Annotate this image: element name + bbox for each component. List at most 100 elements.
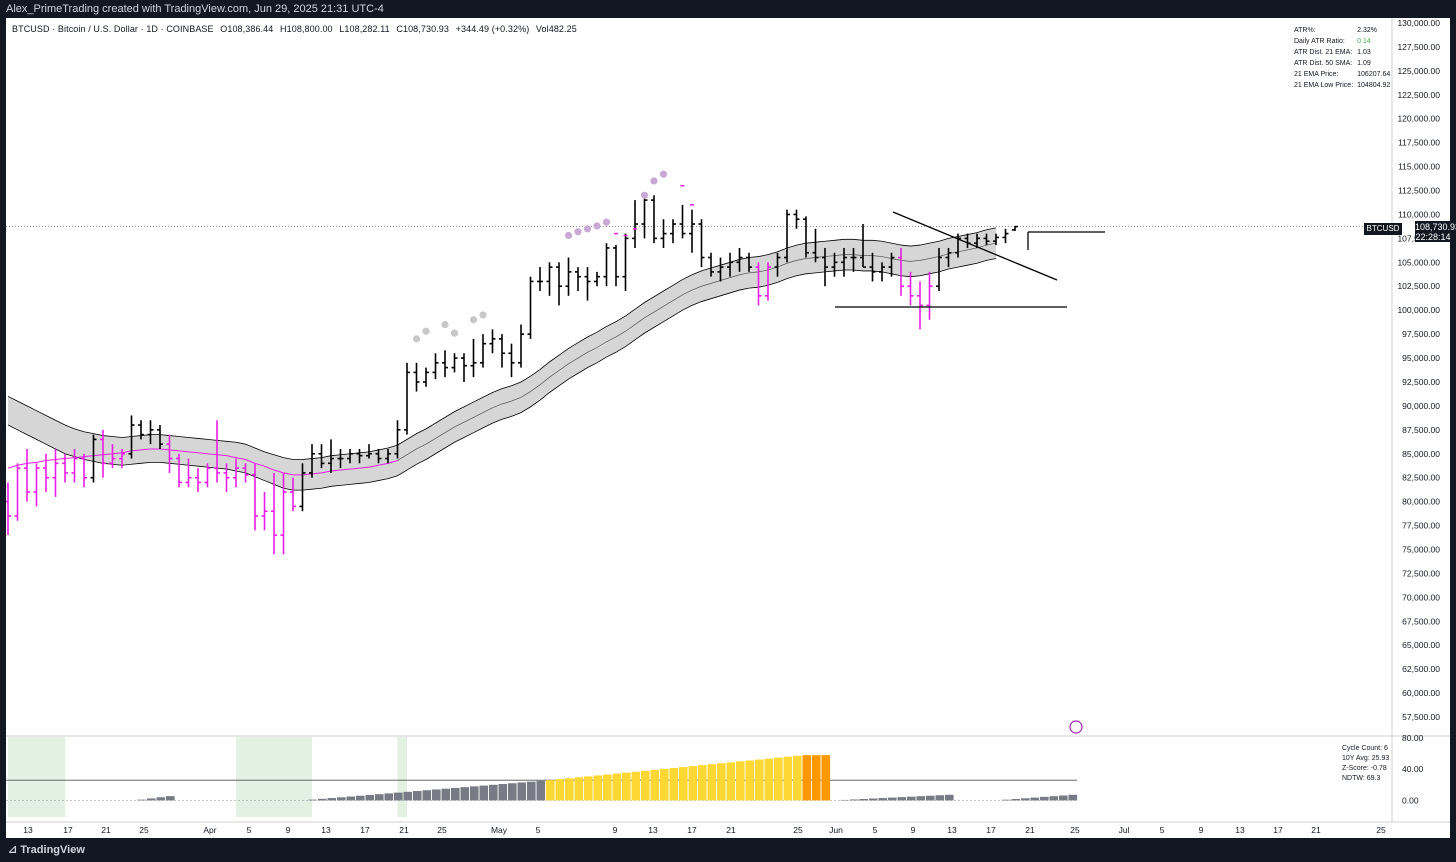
x-tick-label: 21 — [1311, 825, 1321, 835]
oscillator-bar — [156, 797, 166, 801]
x-tick-label: 17 — [1273, 825, 1283, 835]
y-tick-label: 72,500.00 — [1402, 568, 1440, 578]
oscillator-bar — [1040, 796, 1049, 801]
x-tick-label: 17 — [63, 825, 73, 835]
atr-row: 21 EMA Price: 106207.64 — [1294, 70, 1394, 81]
legend-close: C108,730.93 — [396, 24, 450, 34]
oscillator-bar — [802, 755, 812, 801]
oscillator-bar — [327, 798, 337, 801]
brand-name: TradingView — [20, 844, 85, 856]
y-tick-label: 125,000.00 — [1397, 66, 1440, 76]
oscillator-bar — [707, 764, 717, 801]
atr-label: Daily ATR Ratio: — [1294, 38, 1345, 45]
atr-value: 104804.92 — [1357, 82, 1391, 89]
y-tick-label: 65,000.00 — [1402, 640, 1440, 650]
oscillator-bar — [308, 799, 318, 801]
atr-row: ATR Dist. 21 EMA: 1.03 — [1294, 48, 1394, 59]
oscillator-bar — [517, 782, 527, 801]
oscillator-bar — [679, 767, 688, 801]
ndtw: NDTW: 69.3 — [1342, 775, 1381, 782]
oscillator-bar — [375, 794, 384, 801]
signal-dot — [479, 311, 487, 319]
oscillator-bar — [783, 756, 793, 801]
oscillator-bar — [432, 789, 441, 801]
cycle-highlight-zone — [8, 737, 65, 817]
oscillator-bar — [641, 770, 650, 801]
symbol-price-tag: BTCUSD — [1364, 223, 1402, 235]
tradingview-logo[interactable]: ⊿ TradingView — [8, 838, 85, 862]
oscillator-bar — [356, 795, 365, 801]
x-tick-label: 13 — [1235, 825, 1245, 835]
alert-icon — [1069, 720, 1083, 734]
last-price: 108,730.93 — [1415, 222, 1456, 232]
oscillator-bar — [546, 780, 555, 801]
oscillator-bar — [584, 776, 593, 801]
atr-row: Daily ATR Ratio: 0.14 — [1294, 37, 1394, 48]
atr-value: 1.09 — [1357, 60, 1371, 67]
cycle-stats-table: Cycle Count: 6 10Y Avg: 25.93 Z-Score: -… — [1342, 744, 1389, 784]
oscillator-bar — [745, 760, 755, 801]
signal-dot — [450, 329, 459, 337]
oscillator-bar — [318, 798, 327, 801]
osc-tick-label: 40.00 — [1402, 764, 1424, 774]
oscillator-bar — [394, 792, 403, 801]
chart-canvas[interactable]: 57,500.00 60,000.00 62,500.00 65,000.00 67,5… — [6, 18, 1450, 838]
x-tick-label: 21 — [101, 825, 111, 835]
chart-frame[interactable]: 57,500.00 60,000.00 62,500.00 65,000.00 67,5… — [6, 18, 1456, 838]
x-tick-label: 5 — [536, 825, 541, 835]
signal-dot — [412, 335, 421, 343]
osc-tick-label: 80.00 — [1402, 733, 1424, 743]
y-tick-label: 100,000.00 — [1397, 305, 1440, 315]
x-tick-label: 5 — [873, 825, 878, 835]
x-tick-label: Jul — [1119, 825, 1130, 835]
x-tick-label: 13 — [947, 825, 957, 835]
x-tick-label: 13 — [321, 825, 331, 835]
x-tick-label: 25 — [139, 825, 149, 835]
oscillator-bar — [403, 791, 413, 801]
oscillator-bar — [764, 758, 774, 801]
z-score: Z-Score: -0.78 — [1342, 765, 1387, 772]
oscillator-bar — [489, 784, 498, 801]
x-tick-label: 13 — [648, 825, 658, 835]
oscillator-bar — [793, 755, 802, 801]
legend-high: H108,800.00 — [280, 24, 333, 34]
legend-change: +344.49 (+0.32%) — [455, 24, 530, 34]
x-tick-label: 21 — [399, 825, 409, 835]
y-tick-label: 127,500.00 — [1397, 42, 1440, 52]
cycle-highlight-zone — [302, 737, 312, 817]
x-tick-label: 9 — [1199, 825, 1204, 835]
y-tick-label: 67,500.00 — [1402, 616, 1440, 626]
oscillator-bar — [1021, 798, 1030, 801]
oscillator-bar — [565, 778, 574, 801]
x-tick-label: 21 — [726, 825, 736, 835]
oscillator-bar — [631, 771, 641, 801]
atr-value: 0.14 — [1357, 38, 1371, 45]
x-tick-label: 25 — [793, 825, 803, 835]
y-tick-label: 102,500.00 — [1397, 281, 1440, 291]
band-upper-line — [7, 227, 997, 460]
atr-label: ATR%: — [1294, 27, 1316, 34]
y-tick-label: 112,500.00 — [1398, 186, 1440, 196]
oscillator-bar — [660, 768, 669, 801]
y-tick-label: 105,000.00 — [1397, 257, 1440, 267]
oscillator-bar — [536, 780, 546, 801]
signal-dot — [574, 228, 582, 236]
oscillator-bar — [622, 772, 631, 801]
oscillator-bar — [603, 774, 612, 801]
atr-row: ATR%: 2.32% — [1294, 26, 1394, 37]
cycle-highlight-zone — [397, 737, 407, 817]
legend-symbol[interactable]: BTCUSD · Bitcoin / U.S. Dollar · 1D · CO… — [12, 24, 214, 34]
oscillator-bar — [451, 787, 460, 801]
oscillator-bar — [346, 796, 356, 801]
ten-year-avg: 10Y Avg: 25.93 — [1342, 755, 1390, 762]
atr-row: 21 EMA Low Price: 104804.92 — [1294, 81, 1394, 92]
oscillator-bar — [926, 795, 935, 801]
y-tick-label: 115,000.00 — [1398, 162, 1440, 172]
attribution-text: Alex_PrimeTrading created with TradingVi… — [6, 3, 384, 15]
oscillator-bar — [527, 781, 536, 801]
oscillator-bar — [422, 790, 432, 801]
cycle-count: Cycle Count: 6 — [1342, 745, 1388, 752]
oscillator-bar — [669, 767, 679, 801]
oscillator-bar — [147, 798, 156, 801]
oscillator-bar — [365, 794, 375, 801]
